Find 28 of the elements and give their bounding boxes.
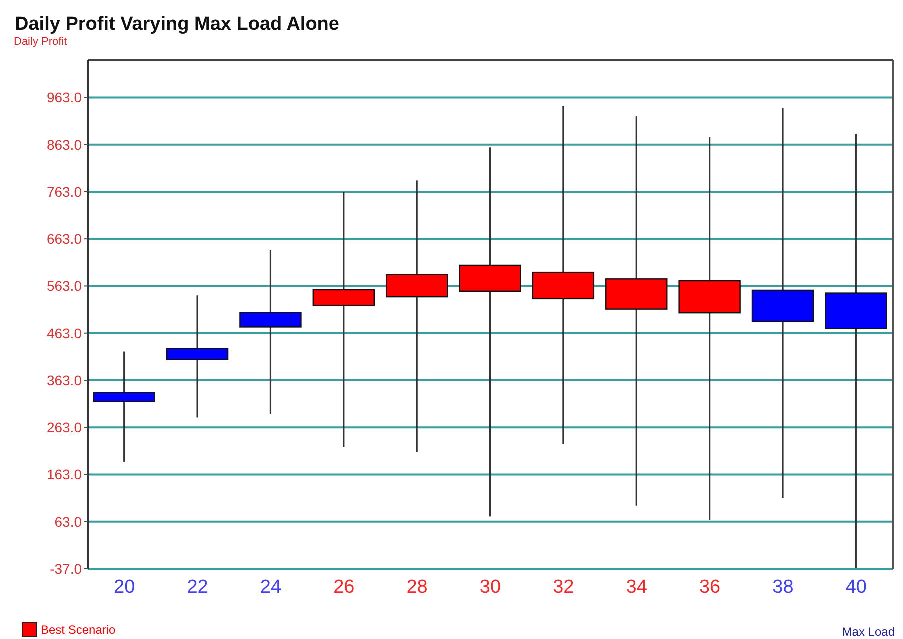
y-tick-label: 163.0 — [46, 466, 82, 483]
x-tick-label: 30 — [480, 577, 502, 598]
y-axis-title: Daily Profit — [14, 36, 68, 48]
x-tick-label: 38 — [772, 577, 794, 598]
y-tick-label: 863.0 — [46, 136, 82, 153]
y-tick-label: 763.0 — [46, 184, 82, 200]
x-tick-label: 34 — [626, 577, 648, 598]
x-tick-label: 32 — [553, 577, 574, 598]
x-tick-label: 36 — [699, 577, 721, 598]
candlestick — [752, 108, 814, 498]
y-tick-label: 263.0 — [46, 420, 82, 436]
legend-label: Best Scenario — [41, 622, 116, 636]
x-axis-title: Max Load — [842, 625, 895, 639]
x-tick-label: 28 — [406, 577, 428, 598]
candlestick — [166, 296, 229, 418]
y-tick-label: 563.0 — [46, 278, 82, 294]
x-tick-label: 20 — [114, 577, 136, 598]
y-tick-label: 63.0 — [54, 514, 82, 530]
y-tick-label: 463.0 — [46, 325, 82, 342]
y-tick-label: 363.0 — [46, 372, 82, 388]
x-tick-label: 40 — [846, 577, 867, 598]
chart-title: Daily Profit Varying Max Load Alone — [15, 14, 340, 36]
y-tick-label: 663.0 — [46, 231, 82, 248]
y-tick-label: 963.0 — [46, 90, 82, 106]
x-tick-label: 24 — [260, 577, 282, 598]
x-tick-label: 22 — [187, 577, 208, 598]
x-tick-label: 26 — [334, 577, 355, 598]
y-tick-label: -37.0 — [50, 560, 82, 577]
